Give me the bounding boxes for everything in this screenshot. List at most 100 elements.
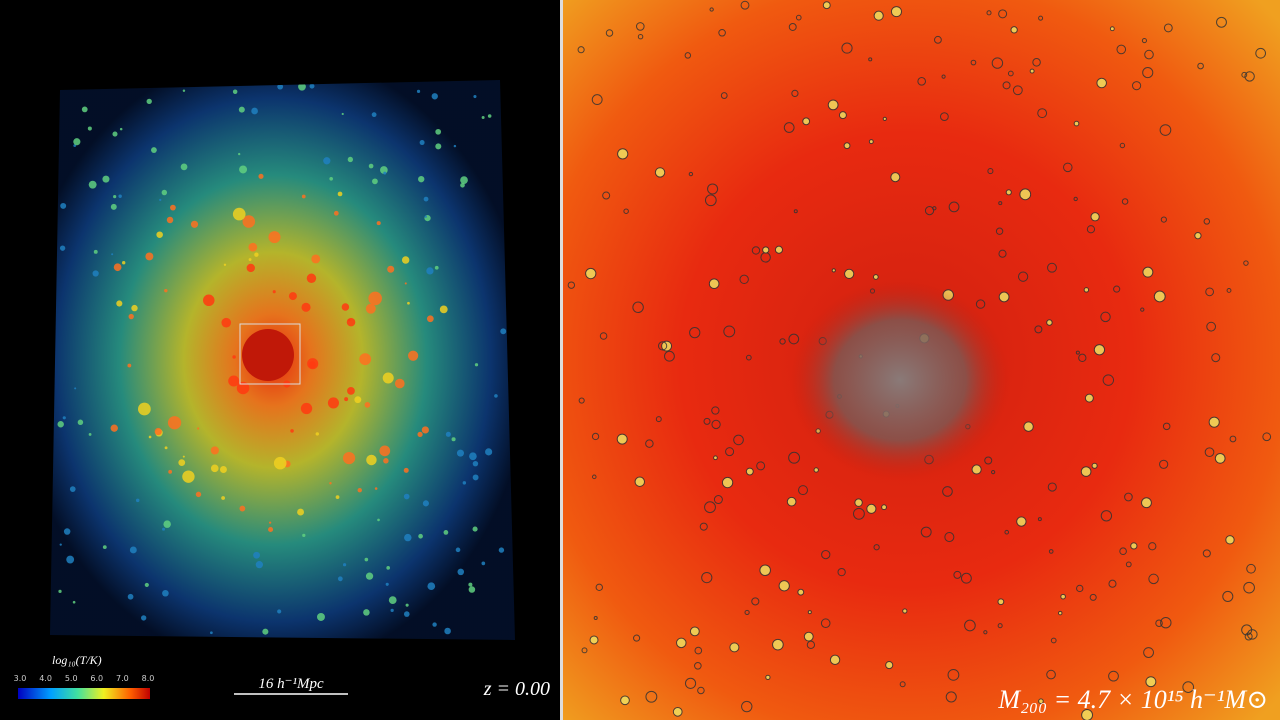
subhalo bbox=[1225, 535, 1235, 545]
subhalo bbox=[591, 94, 603, 106]
subhalo bbox=[821, 549, 831, 560]
halo bbox=[390, 608, 394, 612]
subhalo bbox=[689, 626, 700, 637]
halo bbox=[262, 628, 269, 635]
halo bbox=[341, 303, 350, 311]
subhalo bbox=[791, 89, 799, 97]
halo bbox=[347, 156, 354, 163]
subhalo bbox=[684, 677, 697, 689]
halo bbox=[472, 460, 479, 467]
subhalo bbox=[1012, 85, 1023, 96]
halo bbox=[111, 253, 114, 256]
halo bbox=[460, 176, 468, 184]
halo bbox=[248, 258, 252, 262]
subhalo bbox=[1037, 517, 1042, 522]
subhalo bbox=[831, 268, 836, 273]
halo bbox=[63, 528, 71, 535]
subhalo bbox=[838, 111, 847, 120]
subhalo bbox=[581, 647, 588, 654]
subhalo bbox=[739, 274, 749, 285]
halo bbox=[344, 397, 349, 402]
subhalo bbox=[917, 77, 926, 86]
subhalo bbox=[585, 267, 597, 280]
subhalo bbox=[1211, 353, 1221, 363]
subhalo bbox=[1162, 422, 1171, 431]
subhalo bbox=[593, 616, 598, 621]
halo bbox=[407, 301, 410, 305]
subhalo bbox=[1205, 287, 1214, 297]
halo bbox=[59, 543, 62, 546]
halo bbox=[485, 448, 493, 456]
subhalo bbox=[1047, 262, 1057, 273]
subhalo bbox=[1007, 70, 1014, 77]
subhalo bbox=[1226, 288, 1232, 293]
halo bbox=[388, 596, 397, 604]
subhalo bbox=[1246, 563, 1256, 574]
subhalo bbox=[998, 9, 1008, 19]
halo bbox=[301, 302, 311, 312]
subhalo bbox=[975, 299, 986, 309]
subhalo bbox=[729, 642, 740, 653]
halo bbox=[182, 470, 195, 483]
subhalo bbox=[605, 29, 614, 37]
subhalo bbox=[616, 433, 628, 445]
halo bbox=[167, 416, 182, 430]
subhalo bbox=[1032, 58, 1041, 67]
subhalo bbox=[920, 526, 932, 538]
halo bbox=[232, 355, 236, 359]
subhalo bbox=[633, 634, 641, 642]
halo bbox=[221, 317, 232, 328]
subhalo bbox=[654, 167, 666, 178]
halo bbox=[301, 194, 306, 199]
subhalo bbox=[1244, 632, 1253, 641]
halo bbox=[116, 300, 123, 307]
colorbar bbox=[18, 688, 150, 699]
subhalo bbox=[1004, 529, 1010, 535]
halo bbox=[77, 419, 84, 426]
halo bbox=[239, 505, 246, 512]
halo bbox=[210, 464, 219, 473]
halo bbox=[481, 561, 486, 566]
subhalo bbox=[837, 567, 846, 577]
subhalo bbox=[1050, 637, 1057, 644]
subhalo bbox=[1124, 492, 1133, 502]
halo bbox=[168, 469, 173, 474]
subhalo bbox=[802, 117, 811, 126]
halo bbox=[337, 191, 343, 197]
halo bbox=[277, 83, 284, 90]
subhalo bbox=[983, 630, 988, 635]
halo bbox=[162, 527, 166, 531]
subhalo bbox=[997, 623, 1003, 629]
halo bbox=[298, 82, 306, 91]
halo bbox=[258, 173, 264, 179]
subhalo bbox=[684, 52, 692, 59]
colorbar-tick: 6.0 bbox=[90, 674, 103, 683]
halo bbox=[348, 318, 351, 322]
halo bbox=[113, 263, 122, 272]
halo bbox=[195, 491, 202, 498]
subhalo bbox=[1202, 549, 1211, 558]
halo bbox=[127, 363, 132, 368]
subhalo bbox=[882, 116, 887, 121]
subhalo bbox=[1037, 108, 1048, 119]
halo bbox=[306, 273, 317, 284]
halo bbox=[426, 315, 434, 323]
halo bbox=[164, 446, 168, 450]
colorbar-tick: 8.0 bbox=[142, 674, 155, 683]
halo bbox=[93, 249, 98, 254]
halo bbox=[128, 313, 134, 320]
colorbar-tick: 3.0 bbox=[14, 674, 27, 683]
halo bbox=[92, 270, 99, 277]
subhalo bbox=[1203, 218, 1211, 225]
subhalo bbox=[1255, 47, 1267, 59]
subhalo bbox=[947, 668, 960, 681]
halo bbox=[453, 144, 457, 148]
subhalo bbox=[713, 495, 723, 505]
subhalo bbox=[1243, 581, 1255, 594]
halo bbox=[457, 568, 465, 576]
halo bbox=[469, 452, 477, 461]
subhalo bbox=[885, 661, 894, 670]
subhalo bbox=[718, 28, 726, 37]
halo bbox=[460, 182, 465, 188]
subhalo bbox=[1086, 225, 1096, 234]
